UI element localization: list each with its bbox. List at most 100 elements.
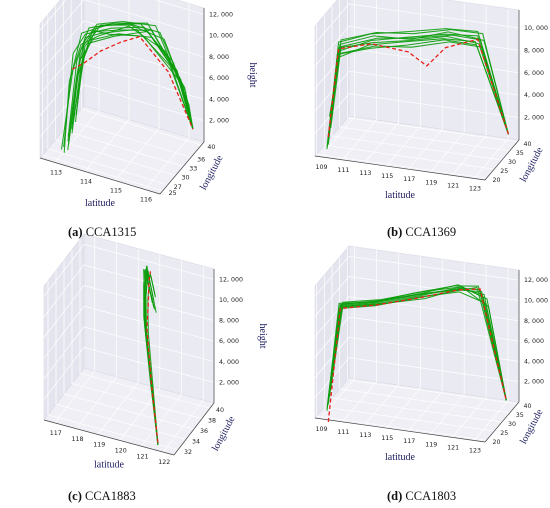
x-tick-b-6: 121	[447, 182, 459, 189]
caption-b-title: CCA1369	[402, 225, 456, 239]
x-tick-d-3: 115	[381, 435, 393, 442]
y-tick-c-3: 38	[208, 418, 216, 425]
z-tick-b-3: 8, 000	[524, 47, 544, 54]
z-tick-d-0: 2, 000	[524, 379, 544, 386]
z-tick-d-4: 10, 000	[524, 298, 548, 305]
z-tick-a-1: 4, 000	[209, 97, 229, 104]
z-tick-a-2: 6, 000	[209, 75, 229, 82]
z-tick-a-3: 8, 000	[209, 54, 229, 61]
x-tick-b-0: 109	[316, 164, 328, 171]
z-tick-b-0: 2, 000	[524, 115, 544, 122]
caption-d-title: CCA1803	[402, 489, 456, 503]
x-tick-b-7: 123	[469, 186, 481, 193]
caption-c-title: CCA1883	[82, 489, 136, 503]
trajectory-line-b-4	[327, 35, 509, 140]
trajectory-line-d-5	[328, 291, 507, 401]
y-tick-d-4: 40	[524, 403, 532, 410]
y-tick-c-4: 40	[216, 407, 224, 414]
reference-trajectory-d	[327, 288, 507, 422]
caption-d: (d) CCA1803	[387, 489, 456, 503]
x-tick-d-2: 113	[359, 432, 371, 439]
z-tick-c-1: 4, 000	[219, 359, 239, 366]
reference-trajectory-a	[71, 35, 194, 130]
x-tick-d-0: 109	[316, 426, 328, 433]
caption-b-letter: (b)	[387, 225, 402, 239]
x-tick-b-1: 111	[337, 167, 349, 174]
reference-trajectory-c	[146, 271, 159, 443]
trajectory-line-b-7	[326, 39, 509, 148]
trajectory-line-a-1	[63, 26, 194, 148]
z-tick-a-4: 10, 000	[209, 33, 233, 40]
y-tick-a-2: 30	[182, 175, 190, 182]
x-tick-d-7: 123	[469, 448, 481, 455]
x-tick-a-1: 114	[80, 179, 92, 186]
x-tick-b-2: 113	[359, 170, 371, 177]
axes-c	[43, 269, 215, 456]
y-tick-b-0: 20	[493, 177, 501, 184]
xlabel-d: latitude	[385, 452, 416, 463]
y-tick-c-0: 32	[184, 449, 192, 456]
y-tick-c-2: 36	[200, 428, 208, 435]
trajectory-line-b-8	[330, 34, 509, 135]
xlabel-b: latitude	[385, 190, 416, 201]
trajectory-line-d-8	[327, 284, 507, 401]
caption-b: (b) CCA1369	[387, 225, 456, 239]
y-tick-d-3: 35	[516, 412, 524, 419]
trajectory-line-d-7	[330, 287, 507, 401]
grid-b	[314, 0, 520, 179]
y-tick-a-0: 25	[169, 190, 177, 197]
trajectory-line-b-6	[327, 28, 509, 143]
z-tick-b-2: 6, 000	[524, 70, 544, 77]
x-tick-c-1: 118	[72, 436, 84, 443]
y-tick-d-0: 20	[493, 439, 501, 446]
caption-a-letter: (a)	[68, 225, 83, 239]
z-tick-d-3: 8, 000	[524, 318, 544, 325]
trajectory-line-d-6	[326, 285, 507, 411]
axes-b	[314, 10, 520, 181]
y-tick-a-1: 27	[174, 184, 182, 191]
z-tick-b-4: 10, 000	[524, 25, 548, 32]
caption-a: (a) CCA1315	[68, 225, 136, 239]
z-tick-d-1: 4, 000	[524, 358, 544, 365]
y-tick-b-3: 35	[516, 150, 524, 157]
trajectory-line-a-5	[67, 28, 194, 142]
x-tick-d-1: 111	[337, 429, 349, 436]
y-tick-c-1: 34	[192, 438, 200, 445]
y-tick-b-2: 30	[508, 159, 516, 166]
trajectory-line-b-3	[330, 29, 509, 135]
pane-back-b	[348, 0, 520, 141]
z-tick-d-5: 12, 000	[524, 277, 548, 284]
x-tick-a-0: 113	[50, 170, 62, 177]
trajectory-line-c-7	[144, 266, 159, 445]
caption-d-letter: (d)	[387, 489, 402, 503]
trajectory-line-a-4	[71, 29, 194, 130]
x-tick-c-0: 117	[50, 430, 62, 437]
x-tick-d-6: 121	[447, 444, 459, 451]
caption-a-title: CCA1315	[83, 225, 137, 239]
zlabel-c: height	[257, 324, 268, 349]
trajectory-line-a-9	[71, 22, 194, 130]
x-tick-a-2: 115	[110, 188, 122, 195]
z-tick-c-5: 12, 000	[219, 276, 243, 283]
x-tick-d-4: 117	[403, 438, 415, 445]
caption-c-letter: (c)	[68, 489, 82, 503]
z-tick-a-5: 12, 000	[209, 11, 233, 18]
x-tick-c-4: 121	[137, 453, 149, 460]
zlabel-a: height	[247, 63, 258, 88]
axes-d	[314, 270, 520, 443]
z-tick-c-4: 10, 000	[219, 297, 243, 304]
y-tick-a-4: 36	[197, 156, 205, 163]
trajectory-line-a-11	[67, 33, 194, 151]
z-tick-c-0: 2, 000	[219, 379, 239, 386]
y-tick-d-1: 25	[500, 430, 508, 437]
x-tick-b-4: 117	[403, 176, 415, 183]
y-tick-a-5: 40	[207, 144, 215, 151]
z-tick-c-3: 8, 000	[219, 318, 239, 325]
y-tick-d-2: 30	[508, 421, 516, 428]
x-tick-b-3: 115	[381, 173, 393, 180]
x-tick-c-3: 120	[115, 447, 127, 454]
